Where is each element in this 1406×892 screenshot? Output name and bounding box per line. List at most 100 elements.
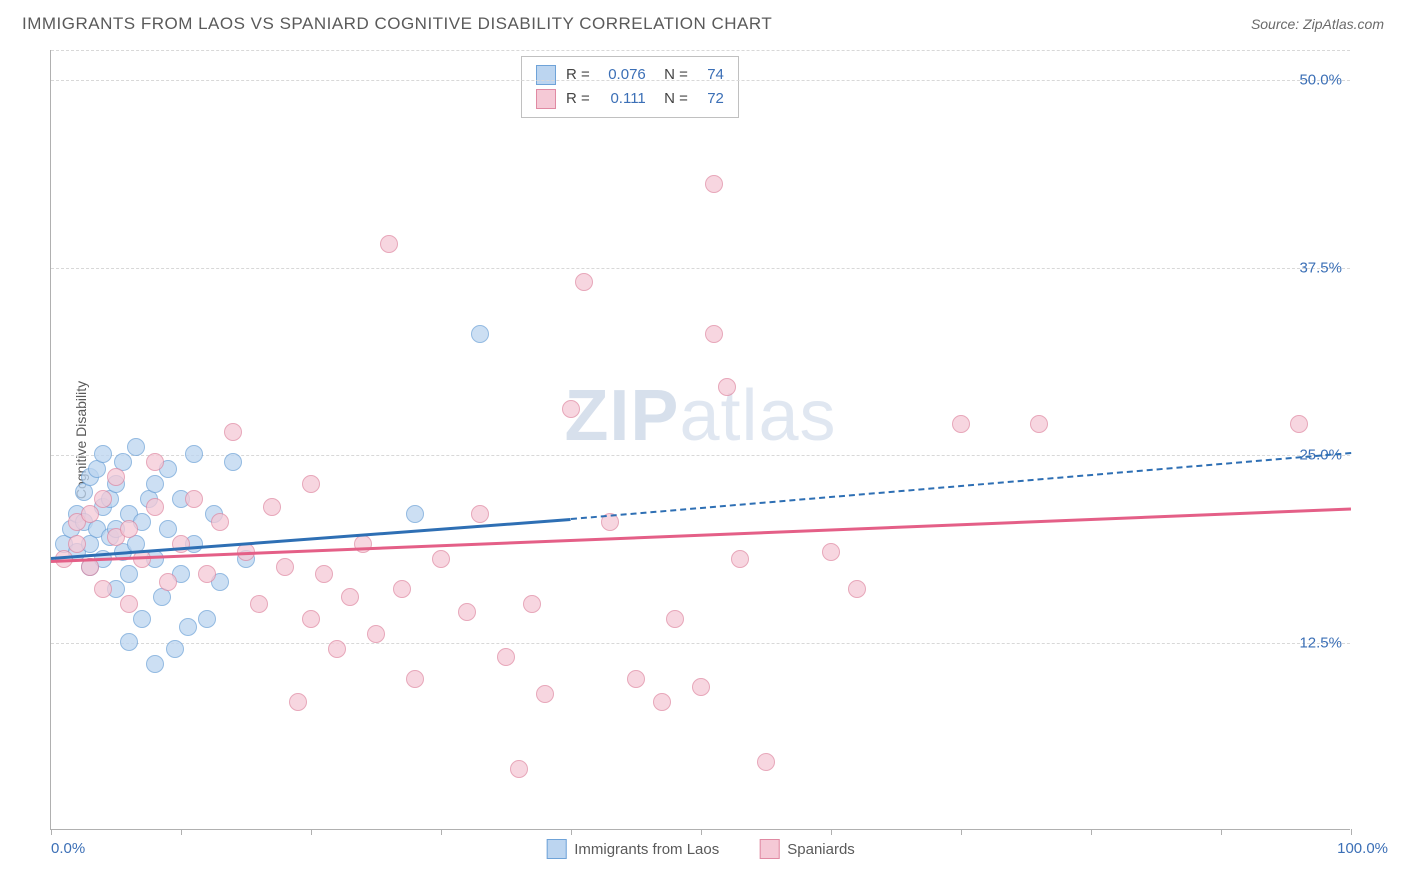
data-point — [367, 625, 385, 643]
legend-row: R =0.111 N =72 — [536, 87, 724, 111]
data-point — [276, 558, 294, 576]
data-point — [510, 760, 528, 778]
data-point — [705, 325, 723, 343]
data-point — [393, 580, 411, 598]
data-point — [198, 610, 216, 628]
y-tick-label: 37.5% — [1299, 259, 1342, 276]
data-point — [198, 565, 216, 583]
data-point — [705, 175, 723, 193]
data-point — [458, 603, 476, 621]
chart-area: Cognitive Disability ZIPatlas R =0.076 N… — [50, 50, 1390, 830]
data-point — [146, 498, 164, 516]
data-point — [692, 678, 710, 696]
data-point — [354, 535, 372, 553]
x-tick — [311, 829, 312, 835]
x-tick — [51, 829, 52, 835]
data-point — [94, 445, 112, 463]
data-point — [406, 505, 424, 523]
data-point — [185, 490, 203, 508]
data-point — [107, 468, 125, 486]
legend-swatch — [759, 839, 779, 859]
data-point — [575, 273, 593, 291]
data-point — [731, 550, 749, 568]
trend-line — [51, 508, 1351, 563]
data-point — [159, 520, 177, 538]
n-value: 72 — [698, 87, 724, 111]
data-point — [120, 595, 138, 613]
data-point — [822, 543, 840, 561]
data-point — [757, 753, 775, 771]
data-point — [81, 505, 99, 523]
data-point — [848, 580, 866, 598]
data-point — [172, 535, 190, 553]
data-point — [127, 438, 145, 456]
gridline — [51, 80, 1350, 81]
data-point — [166, 640, 184, 658]
data-point — [432, 550, 450, 568]
data-point — [666, 610, 684, 628]
trend-line-extrapolated — [571, 452, 1351, 520]
correlation-legend: R =0.076 N =74R =0.111 N =72 — [521, 56, 739, 118]
n-value: 74 — [698, 63, 724, 87]
n-label: N = — [656, 63, 688, 87]
data-point — [224, 423, 242, 441]
data-point — [523, 595, 541, 613]
data-point — [289, 693, 307, 711]
data-point — [263, 498, 281, 516]
data-point — [133, 610, 151, 628]
legend-row: R =0.076 N =74 — [536, 63, 724, 87]
data-point — [250, 595, 268, 613]
data-point — [562, 400, 580, 418]
data-point — [653, 693, 671, 711]
data-point — [1030, 415, 1048, 433]
r-label: R = — [566, 63, 590, 87]
x-tick — [701, 829, 702, 835]
x-tick — [1091, 829, 1092, 835]
data-point — [341, 588, 359, 606]
x-tick — [961, 829, 962, 835]
data-point — [185, 445, 203, 463]
x-min-label: 0.0% — [51, 840, 85, 857]
gridline — [51, 643, 1350, 644]
data-point — [179, 618, 197, 636]
y-tick-label: 50.0% — [1299, 72, 1342, 89]
data-point — [302, 475, 320, 493]
series-legend: Immigrants from Laos Spaniards — [546, 839, 855, 859]
data-point — [380, 235, 398, 253]
data-point — [471, 325, 489, 343]
data-point — [315, 565, 333, 583]
x-tick — [831, 829, 832, 835]
data-point — [224, 453, 242, 471]
data-point — [68, 535, 86, 553]
data-point — [497, 648, 515, 666]
chart-title: IMMIGRANTS FROM LAOS VS SPANIARD COGNITI… — [22, 14, 772, 34]
data-point — [94, 580, 112, 598]
x-tick — [181, 829, 182, 835]
legend-item: Spaniards — [759, 839, 855, 859]
data-point — [328, 640, 346, 658]
data-point — [146, 453, 164, 471]
legend-label: Spaniards — [787, 841, 855, 858]
data-point — [159, 573, 177, 591]
data-point — [406, 670, 424, 688]
legend-label: Immigrants from Laos — [574, 841, 719, 858]
watermark: ZIPatlas — [564, 375, 836, 457]
x-max-label: 100.0% — [1337, 840, 1388, 857]
x-tick — [1351, 829, 1352, 835]
gridline — [51, 455, 1350, 456]
r-label: R = — [566, 87, 590, 111]
x-tick — [571, 829, 572, 835]
data-point — [120, 520, 138, 538]
data-point — [120, 633, 138, 651]
legend-swatch — [536, 65, 556, 85]
data-point — [302, 610, 320, 628]
data-point — [120, 565, 138, 583]
data-point — [536, 685, 554, 703]
data-point — [952, 415, 970, 433]
data-point — [1290, 415, 1308, 433]
data-point — [146, 475, 164, 493]
x-tick — [441, 829, 442, 835]
n-label: N = — [656, 87, 688, 111]
data-point — [146, 655, 164, 673]
y-tick-label: 12.5% — [1299, 634, 1342, 651]
